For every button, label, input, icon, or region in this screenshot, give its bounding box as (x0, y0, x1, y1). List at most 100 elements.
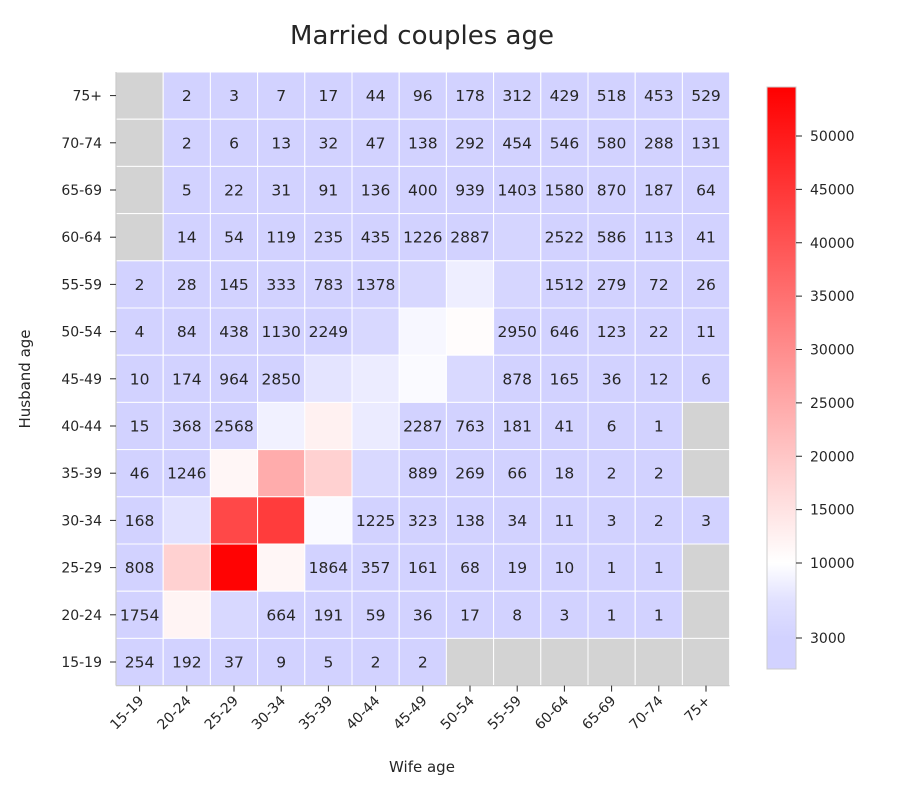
heatmap-cell (445, 307, 495, 356)
heatmap-cell (398, 71, 447, 120)
cell-value-label: 47 (366, 134, 386, 152)
cell-value-label: 546 (550, 134, 580, 152)
heatmap-cell (493, 637, 542, 687)
heatmap-cell (351, 590, 400, 639)
y-tick-label: 35-39 (61, 466, 102, 482)
heatmap-cell (587, 543, 636, 592)
cell-value-label: 66 (507, 465, 527, 483)
cell-value-label: 59 (366, 606, 386, 624)
heatmap-cell (304, 637, 353, 687)
heatmap-cell (493, 118, 542, 167)
cell-value-label: 2 (654, 465, 664, 483)
cell-value-label: 34 (507, 512, 527, 530)
cell-value-label: 18 (555, 465, 575, 483)
colorbar-gradient (766, 86, 797, 670)
colorbar-tick-label: 3000 (810, 631, 846, 647)
heatmap-cell (351, 637, 400, 687)
heatmap-cell (681, 213, 731, 262)
cell-value-label: 2522 (545, 229, 584, 247)
cell-value-label: 11 (696, 323, 716, 341)
cell-value-label: 41 (555, 418, 575, 436)
heatmap-cell (493, 590, 542, 639)
heatmap-cell (493, 213, 542, 262)
heatmap-cell (162, 496, 211, 545)
heatmap-cell (304, 165, 353, 215)
heatmap-cell (162, 590, 211, 639)
cell-value-label: 429 (550, 87, 580, 105)
x-tick-label: 25-29 (202, 693, 242, 733)
cell-value-label: 3 (701, 512, 711, 530)
cell-value-label: 288 (644, 134, 674, 152)
heatmap-cell (445, 165, 495, 215)
cell-value-label: 580 (597, 134, 627, 152)
cell-value-label: 37 (224, 654, 244, 672)
cell-value-label: 17 (319, 87, 339, 105)
heatmap-cell (209, 496, 259, 545)
cell-value-label: 939 (455, 182, 485, 200)
heatmap-cell (634, 118, 683, 167)
cell-value-label: 131 (691, 134, 721, 152)
heatmap-cell (493, 401, 542, 451)
heatmap-cell (587, 496, 636, 545)
cell-value-label: 22 (224, 182, 244, 200)
heatmap-cell (162, 637, 211, 687)
x-tick-label: 35-39 (296, 693, 336, 733)
heatmap-cell (209, 590, 259, 639)
cell-value-label: 279 (597, 276, 627, 294)
x-tick-label: 70-74 (627, 693, 667, 733)
cell-value-label: 435 (361, 229, 391, 247)
cell-value-label: 1754 (120, 606, 159, 624)
cell-value-label: 2 (371, 654, 381, 672)
heatmap-cell (445, 260, 495, 309)
cell-value-label: 2950 (497, 323, 536, 341)
heatmap-cell (398, 637, 447, 687)
heatmap-cell (445, 543, 495, 592)
heatmap-cell (115, 260, 164, 309)
cell-value-label: 808 (125, 559, 155, 577)
y-axis-label: Husband age (16, 329, 34, 428)
cell-value-label: 2 (182, 87, 192, 105)
cell-value-label: 165 (550, 370, 580, 388)
heatmap-cell (681, 71, 731, 120)
y-tick-label: 45-49 (61, 372, 102, 388)
heatmap-cell (587, 637, 636, 687)
colorbar-tick-label: 40000 (810, 236, 855, 252)
heatmap-cell (587, 118, 636, 167)
cell-value-label: 119 (266, 229, 296, 247)
heatmap-cell (493, 260, 542, 309)
heatmap-cell (540, 590, 589, 639)
cell-value-label: 14 (177, 229, 197, 247)
heatmap-cell (445, 637, 495, 687)
colorbar: 3000 10000 15000 20000 25000 30000 35000 40000 4… (766, 86, 855, 670)
heatmap-cell (351, 307, 400, 356)
heatmap-cell (634, 401, 683, 451)
cell-value-label: 17 (460, 606, 480, 624)
heatmap-cell (209, 260, 259, 309)
cell-value-label: 1225 (356, 512, 395, 530)
cell-value-label: 1378 (356, 276, 395, 294)
x-tick-label: 45-49 (391, 693, 431, 733)
heatmap-cell (540, 118, 589, 167)
heatmap-cell (634, 307, 683, 356)
heatmap-cell (493, 71, 542, 120)
cell-value-label: 1512 (545, 276, 584, 294)
colorbar-tick-label: 20000 (810, 449, 855, 465)
cell-value-label: 3 (229, 87, 239, 105)
cell-value-label: 41 (696, 229, 716, 247)
y-tick-label: 30-34 (61, 513, 102, 529)
cell-value-label: 2 (418, 654, 428, 672)
cell-value-label: 889 (408, 465, 438, 483)
cell-value-label: 2249 (309, 323, 348, 341)
cell-value-label: 54 (224, 229, 244, 247)
cell-value-label: 763 (455, 418, 485, 436)
cell-value-label: 145 (219, 276, 249, 294)
heatmap-cell (209, 71, 259, 120)
cell-value-label: 2568 (214, 418, 253, 436)
heatmap-cell (257, 260, 306, 309)
cell-value-label: 646 (550, 323, 580, 341)
heatmap-cell (209, 354, 259, 403)
heatmap-cell (681, 354, 731, 403)
heatmap-cell (634, 260, 683, 309)
cell-value-label: 12 (649, 370, 669, 388)
